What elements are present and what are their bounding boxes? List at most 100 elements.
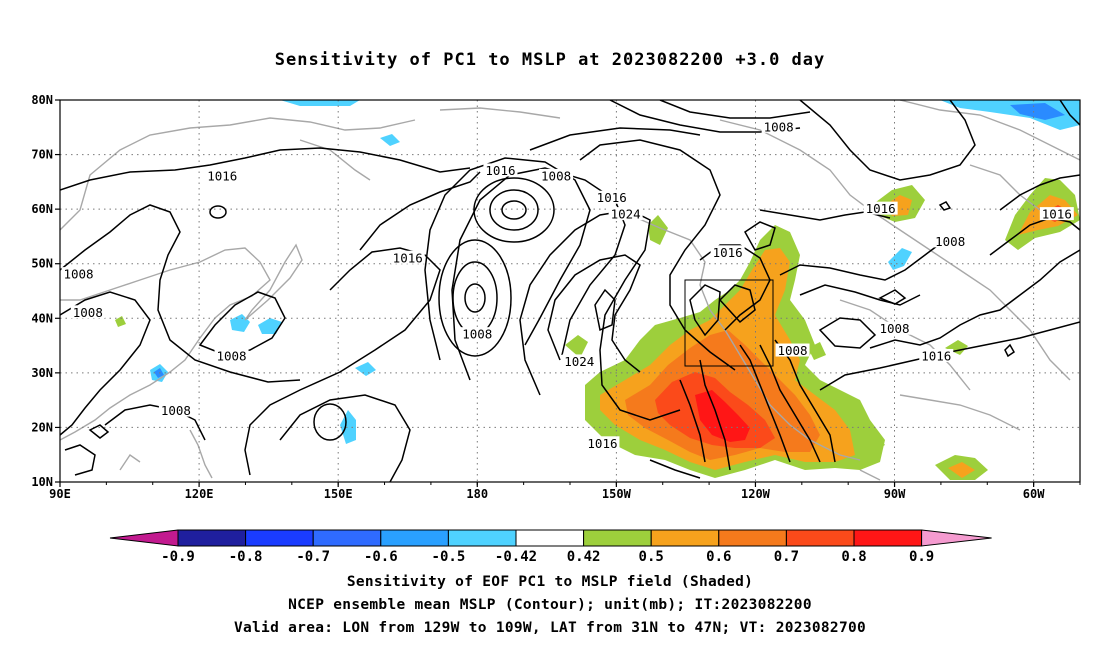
coastlines bbox=[60, 100, 1080, 481]
lat-tick-label: 10N bbox=[31, 475, 53, 489]
colorbar-label: 0.42 bbox=[567, 549, 601, 565]
patch-east-dot bbox=[808, 342, 826, 360]
contour-label: 1016 bbox=[485, 163, 515, 178]
colorbar-swatch bbox=[177, 529, 247, 547]
lon-tick-label: 180 bbox=[466, 487, 488, 501]
contour-label-bg bbox=[61, 267, 96, 281]
negative-japan-2 bbox=[258, 318, 282, 334]
contour-label-bg bbox=[594, 190, 629, 204]
lat-tick-label: 50N bbox=[31, 257, 53, 271]
colorbar-label: 0.6 bbox=[706, 549, 731, 565]
positive-region-red bbox=[695, 390, 750, 442]
contour-label: 1016 bbox=[1042, 207, 1072, 222]
contour-label-bg bbox=[919, 348, 954, 362]
caption-line-1: Sensitivity of EOF PC1 to MSLP field (Sh… bbox=[346, 574, 754, 590]
contour-label-bg bbox=[863, 201, 898, 215]
lat-tick-label: 70N bbox=[31, 148, 53, 162]
colorbar-label: 0.8 bbox=[841, 549, 866, 565]
plot-title: Sensitivity of PC1 to MSLP at 2023082200… bbox=[274, 50, 826, 70]
contour-label-bg bbox=[460, 327, 495, 341]
colorbar-swatch bbox=[447, 529, 517, 547]
lat-tick-label: 60N bbox=[31, 202, 53, 216]
colorbar-swatch bbox=[515, 529, 585, 547]
colorbar-swatch bbox=[245, 529, 314, 547]
colorbar-swatch bbox=[853, 529, 923, 547]
colorbar-swatch bbox=[380, 529, 449, 547]
colorbar-label: -0.42 bbox=[495, 549, 537, 565]
lon-tick-label: 120E bbox=[185, 487, 214, 501]
lon-tick-label: 90E bbox=[49, 487, 71, 501]
lat-tick-label: 40N bbox=[31, 311, 53, 325]
contour-label: 1016 bbox=[587, 436, 617, 451]
colorbar-label: 0.7 bbox=[774, 549, 799, 565]
contour-label: 1024 bbox=[564, 354, 594, 369]
patch-mid-north bbox=[648, 215, 668, 245]
contour-label: 1008 bbox=[73, 305, 103, 320]
contour-label-bg bbox=[390, 250, 425, 264]
contour-label: 1016 bbox=[207, 168, 237, 183]
negative-pacific-w bbox=[355, 362, 376, 376]
contour-label-bg bbox=[205, 168, 240, 182]
patch-west-dot bbox=[115, 316, 126, 327]
lat-tick-label: 20N bbox=[31, 420, 53, 434]
patch-sw-small bbox=[565, 335, 588, 358]
contour-label: 1008 bbox=[777, 343, 807, 358]
contour-label-bg bbox=[585, 436, 620, 450]
colorbar-label: -0.5 bbox=[432, 549, 466, 565]
patch-east-small bbox=[945, 340, 968, 355]
contour-label: 1016 bbox=[921, 348, 951, 363]
negative-japan-1 bbox=[230, 314, 250, 332]
lat-tick-label: 30N bbox=[31, 366, 53, 380]
contour-label-bg bbox=[539, 168, 574, 182]
contour-label: 1008 bbox=[935, 234, 965, 249]
longitude-axis: 90E 120E 150E 180 150W 120W 90W 60W bbox=[49, 482, 1081, 501]
contour-label-bg bbox=[608, 207, 643, 221]
negative-top-right-dark bbox=[1010, 103, 1065, 120]
contour-label: 1016 bbox=[393, 250, 423, 265]
lon-tick-label: 150E bbox=[324, 487, 353, 501]
contour-label-bg bbox=[933, 234, 968, 248]
negative-arctic bbox=[380, 134, 400, 146]
negative-pacific-sw bbox=[340, 410, 356, 444]
contour-label: 1008 bbox=[764, 119, 794, 134]
lon-tick-label: 90W bbox=[884, 487, 906, 501]
contour-label-bg bbox=[562, 354, 597, 368]
contour-label-bg bbox=[70, 305, 105, 319]
colorbar-swatch bbox=[650, 529, 720, 547]
caption-line-2: NCEP ensemble mean MSLP (Contour); unit(… bbox=[288, 597, 812, 613]
contour-label: 1008 bbox=[462, 327, 492, 342]
patch-gulf-orange bbox=[948, 462, 975, 478]
colorbar-over-triangle bbox=[921, 529, 992, 547]
colorbar-swatch bbox=[583, 529, 652, 547]
lon-tick-label: 60W bbox=[1023, 487, 1045, 501]
contour-label: 1008 bbox=[541, 168, 571, 183]
contour-label-bg bbox=[761, 119, 796, 133]
contour-label-bg bbox=[775, 343, 810, 357]
lon-tick-label: 150W bbox=[602, 487, 632, 501]
colorbar-swatch bbox=[718, 529, 787, 547]
contour-label-bg bbox=[483, 163, 518, 177]
caption-line-3: Valid area: LON from 129W to 109W, LAT f… bbox=[233, 620, 867, 636]
lat-tick-label: 80N bbox=[31, 93, 53, 107]
colorbar: -0.9 -0.8 -0.7 -0.6 -0.5 -0.42 0.42 0.5 0.6 0.7 0.… bbox=[109, 529, 992, 565]
contour-label-bg bbox=[158, 403, 193, 417]
colorbar-label: -0.9 bbox=[161, 549, 195, 565]
valid-area-box bbox=[684, 279, 774, 367]
negative-pacific-ne bbox=[888, 248, 912, 270]
colorbar-swatch bbox=[785, 529, 855, 547]
contour-label: 1016 bbox=[597, 190, 627, 205]
colorbar-label: 0.5 bbox=[639, 549, 664, 565]
contour-label: 1024 bbox=[611, 207, 641, 222]
map-background bbox=[60, 100, 1080, 482]
contour-label-bg bbox=[710, 245, 745, 259]
contour-label-bg bbox=[214, 348, 249, 362]
contour-label: 1008 bbox=[879, 321, 909, 336]
colorbar-label: 0.9 bbox=[909, 549, 934, 565]
contour-label: 1008 bbox=[63, 267, 93, 282]
contour-label: 1016 bbox=[866, 201, 896, 216]
colorbar-label: -0.6 bbox=[364, 549, 398, 565]
colorbar-swatch bbox=[312, 529, 382, 547]
contour-label: 1016 bbox=[713, 245, 743, 260]
contour-labels: 1016 1016 1016 1008 1016 1024 1008 1008 1008 1008… bbox=[61, 119, 1074, 451]
